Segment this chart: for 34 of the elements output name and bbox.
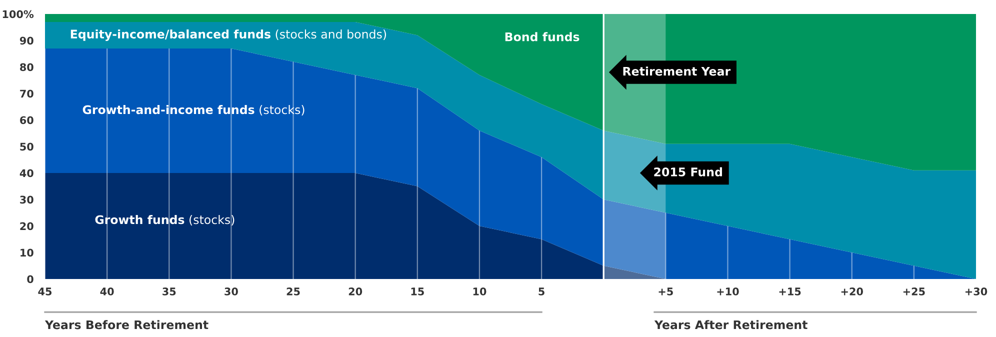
y-tick-label: 40 — [20, 169, 34, 178]
series-label: Growth-and-income funds (stocks) — [82, 105, 304, 116]
x-axis-title: Years Before Retirement — [44, 320, 208, 330]
x-tick-label: +5 — [658, 288, 673, 296]
x-tick-label: 15 — [411, 288, 424, 296]
y-tick-label: 0 — [27, 275, 34, 284]
text: Years After Retirement — [654, 320, 808, 330]
x-tick-label: +25 — [903, 288, 925, 296]
x-tick-label: +20 — [841, 288, 863, 296]
series-label: Equity-income/balanced funds (stocks and bonds) — [70, 29, 386, 41]
y-tick-label: 20 — [20, 222, 34, 230]
y-tick-label: 10 — [20, 248, 34, 257]
x-tick-label: +30 — [965, 288, 988, 296]
y-tick-label: 80 — [20, 63, 34, 72]
series-label: Bond funds — [505, 32, 580, 42]
x-tick-label: 20 — [348, 288, 362, 296]
x-tick-label: 25 — [286, 288, 300, 296]
y-tick-label: 90 — [20, 36, 34, 45]
x-tick-label: 30 — [224, 288, 238, 296]
y-tick-label: 30 — [20, 196, 34, 204]
y-tick-label: 70 — [20, 90, 34, 98]
y-tick-label: 50 — [20, 142, 34, 151]
x-tick-label: 5 — [538, 288, 544, 296]
x-tick-label: +15 — [779, 288, 801, 296]
series-label: Growth funds (stocks) — [95, 214, 234, 226]
x-tick-label: +10 — [717, 288, 739, 296]
x-tick-label: 10 — [473, 288, 486, 296]
ref-line-label: Retirement Year — [623, 66, 731, 76]
band-label: 2015 Fund — [654, 167, 722, 176]
y-tick-label: 100% — [2, 10, 34, 18]
x-tick-label: 45 — [38, 288, 52, 296]
x-tick-label: 40 — [100, 288, 114, 296]
x-tick-label: 35 — [162, 288, 176, 296]
y-tick-label: 60 — [20, 116, 34, 124]
